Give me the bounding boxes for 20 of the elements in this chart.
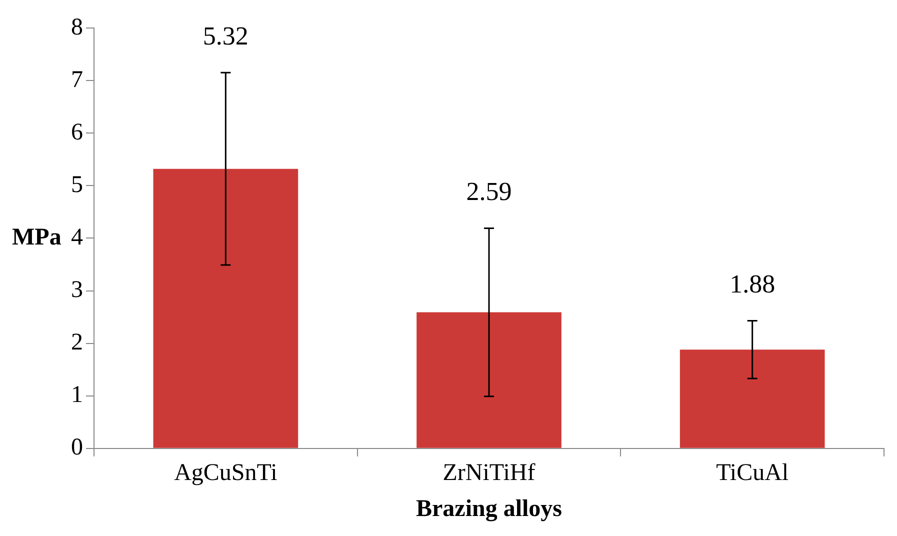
x-tick-label: AgCuSnTi [174,460,278,486]
x-tick-label: TiCuAl [716,460,789,486]
y-tick-label: 5 [71,172,83,198]
annotation: 5.32 [202,21,248,50]
y-tick-label: 6 [71,119,83,146]
y-axis-title: MPa [12,224,62,250]
y-tick-label: 7 [71,66,83,93]
x-axis-title: Brazing alloys [416,496,562,522]
bar [153,168,298,448]
annotation: 2.59 [466,177,512,206]
y-tick-label: 2 [71,330,83,356]
y-tick-label: 8 [71,14,83,40]
y-tick-label: 4 [71,224,83,250]
y-tick-label: 3 [71,277,83,304]
bar [416,312,562,448]
y-tick-label: 0 [71,434,83,461]
bar [680,350,825,448]
x-tick-label: ZrNiTiHf [442,460,536,486]
y-tick-label: 1 [71,382,83,408]
annotation: 1.88 [730,270,776,299]
